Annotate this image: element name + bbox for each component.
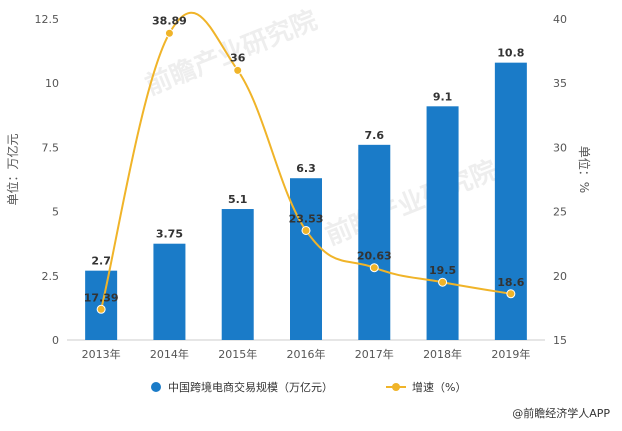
- right-axis-title: 单位：%: [577, 146, 592, 193]
- left-tick-label: 7.5: [42, 141, 60, 154]
- line-point: [506, 289, 516, 299]
- line-series: 17.39 38.89 36 23.53 20.63 19.5 18.6: [84, 11, 525, 314]
- legend-bar-label: 中国跨境电商交易规模（万亿元）: [168, 380, 333, 394]
- line-value-label: 19.5: [429, 264, 456, 277]
- x-tick-label: 2017年: [355, 347, 394, 361]
- bar: [494, 62, 527, 340]
- line-point: [96, 304, 106, 314]
- bar: [153, 243, 186, 340]
- x-tick-label: 2019年: [491, 347, 530, 361]
- line-point: [438, 277, 448, 287]
- right-tick-label: 25: [553, 206, 567, 219]
- x-tick-label: 2014年: [150, 347, 189, 361]
- right-axis: 15 20 25 30 35 40 单位：%: [553, 13, 592, 347]
- right-tick-label: 35: [553, 77, 567, 90]
- source-label: @前瞻经济学人APP: [512, 406, 610, 420]
- bar: [426, 106, 459, 340]
- x-axis: 2013年 2014年 2015年 2016年 2017年 2018年 2019年: [67, 339, 545, 361]
- growth-line: [100, 11, 512, 310]
- bar-series: 2.7 3.75 5.1 6.3 7.6 9.1 10.8: [85, 47, 527, 340]
- left-tick-label: 10: [45, 77, 59, 90]
- line-value-label: 36: [230, 51, 246, 64]
- legend-line-label: 增速（%）: [412, 380, 466, 394]
- left-tick-label: 2.5: [42, 270, 60, 283]
- left-tick-label: 0: [52, 334, 59, 347]
- line-value-label: 18.6: [497, 276, 524, 289]
- right-tick-label: 40: [553, 13, 567, 26]
- bar-value-label: 9.1: [433, 90, 453, 103]
- legend: 中国跨境电商交易规模（万亿元） 增速（%）: [151, 380, 466, 394]
- line-value-label: 38.89: [152, 14, 187, 27]
- right-tick-label: 15: [553, 334, 567, 347]
- bar: [290, 178, 322, 340]
- x-tick-label: 2013年: [82, 347, 121, 361]
- line-value-label: 17.39: [84, 291, 119, 304]
- bar: [221, 209, 254, 340]
- bar-value-label: 6.3: [296, 162, 316, 175]
- legend-bar-marker: [151, 382, 161, 392]
- legend-line-marker: [392, 383, 400, 391]
- line-point: [164, 28, 174, 38]
- line-point: [301, 225, 311, 235]
- line-value-label: 23.53: [289, 212, 324, 225]
- line-point: [369, 263, 379, 273]
- x-tick-label: 2018年: [423, 347, 462, 361]
- right-tick-label: 20: [553, 270, 567, 283]
- x-tick-label: 2016年: [287, 347, 326, 361]
- bar-value-label: 7.6: [365, 129, 385, 142]
- right-tick-label: 30: [553, 141, 567, 154]
- line-point: [233, 65, 243, 75]
- bar-value-label: 2.7: [91, 255, 111, 268]
- left-tick-label: 5: [52, 206, 59, 219]
- watermark-2: 前瞻产业研究院: [321, 155, 501, 252]
- left-axis-title: 单位：万亿元: [5, 133, 20, 205]
- left-axis: 0 2.5 5 7.5 10 12.5 单位：万亿元: [5, 13, 59, 347]
- bar: [358, 144, 391, 340]
- bar-value-label: 3.75: [156, 228, 183, 241]
- left-tick-label: 12.5: [35, 13, 60, 26]
- bar-value-label: 5.1: [228, 193, 248, 206]
- x-tick-label: 2015年: [218, 347, 257, 361]
- line-value-label: 20.63: [357, 250, 392, 263]
- bar-value-label: 10.8: [497, 47, 524, 60]
